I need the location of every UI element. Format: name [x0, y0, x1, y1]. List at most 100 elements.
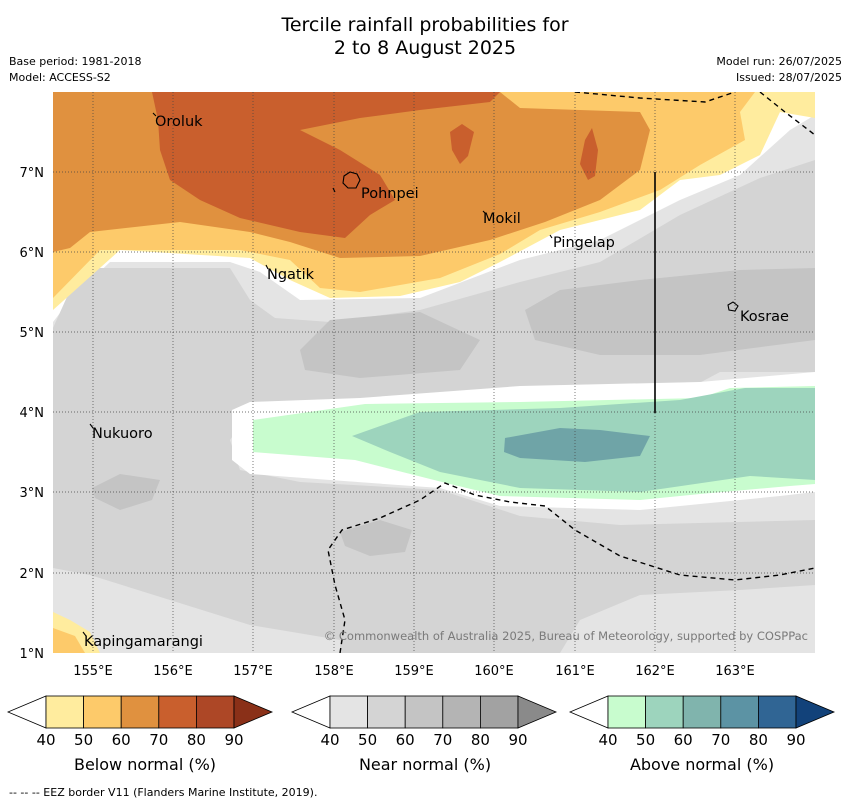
colorbar-tick-label: 60 — [112, 731, 131, 749]
copyright-notice: © Commonwealth of Australia 2025, Bureau… — [324, 629, 808, 643]
colorbar-segment — [442, 695, 481, 729]
eez-border-south — [327, 482, 815, 653]
lon-label: 158°E — [314, 664, 354, 679]
lon-label: 156°E — [153, 664, 193, 679]
lon-label: 162°E — [635, 664, 675, 679]
place-label: Kosrae — [740, 309, 789, 325]
place-label: Kapingamarangi — [84, 634, 203, 650]
place-labels: Oroluk Pohnpei Mokil Pingelap Ngatik Kos… — [84, 114, 789, 650]
map-title: Tercile rainfall probabilities for 2 to … — [0, 14, 850, 60]
meta-right: Model run: 26/07/2025 Issued: 28/07/2025 — [716, 54, 842, 86]
colorbar-legends: 40 50 60 70 80 90 40 50 60 70 80 90 40 50 60 70 80 90 — [6, 695, 836, 749]
colorbar-segment — [479, 695, 519, 729]
pohnpei-coast — [342, 171, 361, 189]
kosrae-coast — [727, 301, 739, 312]
colorbar-segment — [720, 695, 759, 729]
colorbar-max-arrow — [795, 695, 836, 729]
place-label: Mokil — [483, 211, 521, 227]
mokil-atoll — [482, 210, 487, 215]
colorbar-segment — [158, 695, 197, 729]
colorbar-tick-label: 60 — [674, 731, 693, 749]
colorbar-segment — [682, 695, 722, 729]
place-label: Ngatik — [267, 267, 315, 283]
below-normal-70-80-small-2 — [580, 128, 598, 180]
eez-footnote: -- -- -- EEZ border V11 (Flanders Marine… — [9, 786, 318, 799]
colorbar-segment — [329, 695, 368, 729]
colorbar-tick-label: 80 — [187, 731, 206, 749]
lat-label: 6°N — [20, 246, 45, 261]
lon-label: 161°E — [555, 664, 595, 679]
near-normal-40-50-se — [560, 585, 815, 653]
colorbar-min-arrow — [6, 695, 47, 729]
colorbar-segment — [758, 695, 797, 729]
ngatik-atoll — [265, 264, 269, 270]
near-normal-60-70-center — [300, 312, 480, 378]
lon-label: 155°E — [73, 664, 113, 679]
below-normal-70-80-small-1 — [450, 124, 474, 164]
colorbar-tick-label: 50 — [74, 731, 93, 749]
colorbar-min-arrow — [568, 695, 609, 729]
place-label: Oroluk — [155, 114, 203, 130]
title-line-2: 2 to 8 August 2025 — [333, 37, 517, 59]
lon-label: 160°E — [474, 664, 514, 679]
below-normal-70-80 — [152, 92, 500, 238]
colorbar-tick-label: 90 — [786, 731, 805, 749]
colorbar-min-arrow — [290, 695, 331, 729]
lon-label: 157°E — [233, 664, 273, 679]
kapingamarangi-atoll — [82, 631, 87, 637]
lat-label: 7°N — [20, 166, 45, 181]
colorbar-tick-label: 90 — [508, 731, 527, 749]
colorbar-tick-label: 40 — [320, 731, 339, 749]
near-normal-40-50-sw — [53, 568, 340, 653]
colorbar-segment — [404, 695, 444, 729]
colorbar-tick-label: 50 — [636, 731, 655, 749]
model-run: Model run: 26/07/2025 — [716, 55, 842, 68]
colorbar-segment — [120, 695, 160, 729]
lat-label: 3°N — [20, 486, 45, 501]
below-normal-label: Below normal (%) — [73, 755, 217, 774]
below-normal-colorbar: 40 50 60 70 80 90 — [6, 695, 274, 749]
colorbar-max-arrow — [233, 695, 274, 729]
colorbar-segment — [83, 695, 122, 729]
colorbar-tick-label: 70 — [433, 731, 452, 749]
above-normal-colorbar: 40 50 60 70 80 90 — [568, 695, 836, 749]
colorbar-segment — [607, 695, 646, 729]
colorbar-tick-label: 90 — [224, 731, 243, 749]
place-label: Nukuoro — [92, 426, 153, 442]
model-name: Model: ACCESS-S2 — [9, 71, 111, 84]
longitude-labels: 155°E 156°E 157°E 158°E 159°E 160°E 161°… — [73, 664, 755, 679]
ant-atoll — [332, 187, 336, 193]
colorbar-tick-label: 40 — [36, 731, 55, 749]
lat-label: 5°N — [20, 326, 45, 341]
colorbar-segment — [195, 695, 235, 729]
colorbar-tick-label: 60 — [396, 731, 415, 749]
pingelap-atoll — [549, 234, 553, 239]
near-normal-label: Near normal (%) — [358, 755, 492, 774]
lon-label: 159°E — [394, 664, 434, 679]
eez-border-northeast — [759, 92, 815, 136]
colorbar-tick-label: 80 — [749, 731, 768, 749]
near-normal-60-70-south — [340, 520, 412, 556]
latitude-labels: 7°N 6°N 5°N 4°N 3°N 2°N 1°N — [20, 166, 45, 662]
eez-border-north — [574, 92, 736, 103]
base-period: Base period: 1981-2018 — [9, 55, 142, 68]
colorbar-tick-label: 70 — [149, 731, 168, 749]
lat-label: 4°N — [20, 406, 45, 421]
colorbar-tick-label: 50 — [358, 731, 377, 749]
colorbar-tick-label: 80 — [471, 731, 490, 749]
eez-borders — [327, 92, 815, 653]
place-label: Pingelap — [553, 235, 615, 251]
issued-date: Issued: 28/07/2025 — [735, 71, 842, 84]
nukuoro-atoll — [89, 423, 94, 429]
colorbar-tick-label: 40 — [598, 731, 617, 749]
colorbar-segment — [645, 695, 684, 729]
place-label: Pohnpei — [361, 186, 419, 202]
near-normal-colorbar: 40 50 60 70 80 90 — [290, 695, 558, 749]
above-normal-label: Above normal (%) — [629, 755, 775, 774]
lat-label: 1°N — [20, 647, 45, 662]
islands — [82, 112, 739, 637]
title-line-1: Tercile rainfall probabilities for — [281, 14, 569, 36]
above-normal-60-70 — [504, 428, 650, 462]
colorbar-segment — [45, 695, 84, 729]
forecast-map: Oroluk Pohnpei Mokil Pingelap Ngatik Kos… — [20, 92, 815, 679]
